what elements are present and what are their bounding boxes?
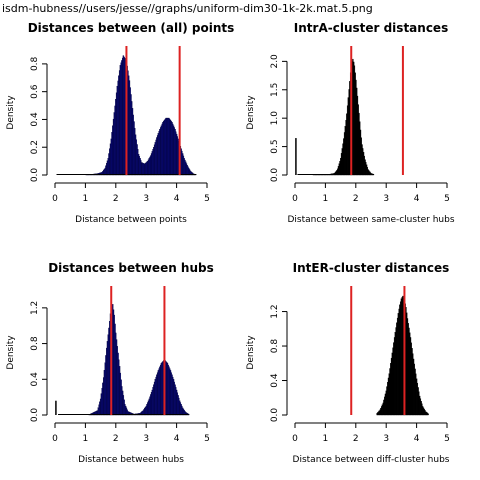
x-tick-label: 1 [323,434,329,444]
x-tick-label: 1 [83,434,89,444]
y-tick-label: 1.5 [270,83,280,97]
x-tick-label: 5 [204,434,210,444]
y-axis-label: Density [246,95,256,130]
y-tick-label: 0.6 [30,84,40,99]
y-tick-label: 0.5 [270,139,280,153]
y-tick-label: 0.4 [30,112,40,127]
y-tick-label: 0.4 [270,373,280,388]
y-tick-label: 0.8 [30,56,40,71]
x-tick-label: 0 [52,194,58,204]
chart-title: IntER-cluster distances [293,261,450,275]
y-tick-label: 1.2 [270,304,280,318]
x-tick-label: 3 [383,194,389,204]
x-tick-label: 0 [52,434,58,444]
x-tick-label: 4 [174,194,180,204]
x-tick-label: 4 [174,434,180,444]
x-tick-label: 5 [204,194,210,204]
chart-title: Distances between (all) points [28,21,235,35]
x-axis-label: Distance between hubs [78,455,184,465]
chart-panel-4: IntER-cluster distances 0 1 2 3 4 5 Distance be… [246,261,450,465]
x-tick-label: 2 [353,194,359,204]
y-axis-label: Density [246,335,256,370]
y-tick-label: 0.0 [270,168,280,183]
x-tick-label: 1 [83,194,89,204]
y-axis-label: Density [6,335,16,370]
x-tick-label: 4 [414,434,420,444]
x-tick-label: 4 [414,194,420,204]
x-tick-label: 3 [143,194,149,204]
x-tick-label: 2 [353,434,359,444]
chart-title: Distances between hubs [48,261,214,275]
chart-panel-1: Distances between (all) points 0 1 2 3 4 5 Dist… [6,21,234,225]
chart-panel-3: Distances between hubs 0 1 2 3 4 5 Distance bet… [6,261,214,465]
x-tick-label: 3 [383,434,389,444]
y-tick-label: 0.0 [270,408,280,423]
x-tick-label: 3 [143,434,149,444]
y-tick-label: 1.2 [30,301,40,315]
y-tick-label: 0.4 [30,372,40,387]
y-tick-label: 0.0 [30,408,40,423]
x-tick-label: 2 [113,434,119,444]
chart-panel-2: IntrA-cluster distances 0 1 2 3 4 5 Distance be… [246,21,455,225]
y-tick-label: 1.0 [270,111,280,126]
y-tick-label: 0.2 [30,140,40,154]
y-axis-label: Density [6,95,16,130]
x-axis-label: Distance between diff-cluster hubs [293,455,450,465]
y-tick-label: 0.8 [270,339,280,354]
y-tick-label: 0.0 [30,168,40,183]
x-tick-label: 5 [444,194,450,204]
x-tick-label: 0 [292,194,298,204]
chart-title: IntrA-cluster distances [294,21,448,35]
page-title: isdm-hubness//users/jesse//graphs/unifor… [2,2,373,15]
x-axis-label: Distance between same-cluster hubs [287,215,454,225]
y-tick-label: 2.0 [270,54,280,69]
x-tick-label: 1 [323,194,329,204]
x-axis-label: Distance between points [75,215,187,225]
y-tick-label: 0.8 [30,336,40,351]
x-tick-label: 5 [444,434,450,444]
x-tick-label: 2 [113,194,119,204]
x-tick-label: 0 [292,434,298,444]
